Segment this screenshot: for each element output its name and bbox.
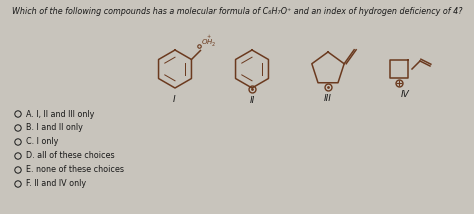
Text: II: II	[249, 96, 255, 105]
Text: D. all of these choices: D. all of these choices	[26, 152, 115, 160]
Text: E. none of these choices: E. none of these choices	[26, 165, 124, 174]
Text: B. I and II only: B. I and II only	[26, 123, 83, 132]
Text: A. I, II and III only: A. I, II and III only	[26, 110, 94, 119]
Text: C. I only: C. I only	[26, 138, 58, 147]
Text: III: III	[324, 94, 332, 103]
Text: IV: IV	[401, 90, 410, 99]
Text: F. II and IV only: F. II and IV only	[26, 180, 86, 189]
Text: $\overset{+}{OH_2}$: $\overset{+}{OH_2}$	[201, 34, 217, 49]
Text: I: I	[173, 95, 175, 104]
Text: Which of the following compounds has a molecular formula of C₆H₇O⁺ and an index : Which of the following compounds has a m…	[12, 7, 462, 16]
